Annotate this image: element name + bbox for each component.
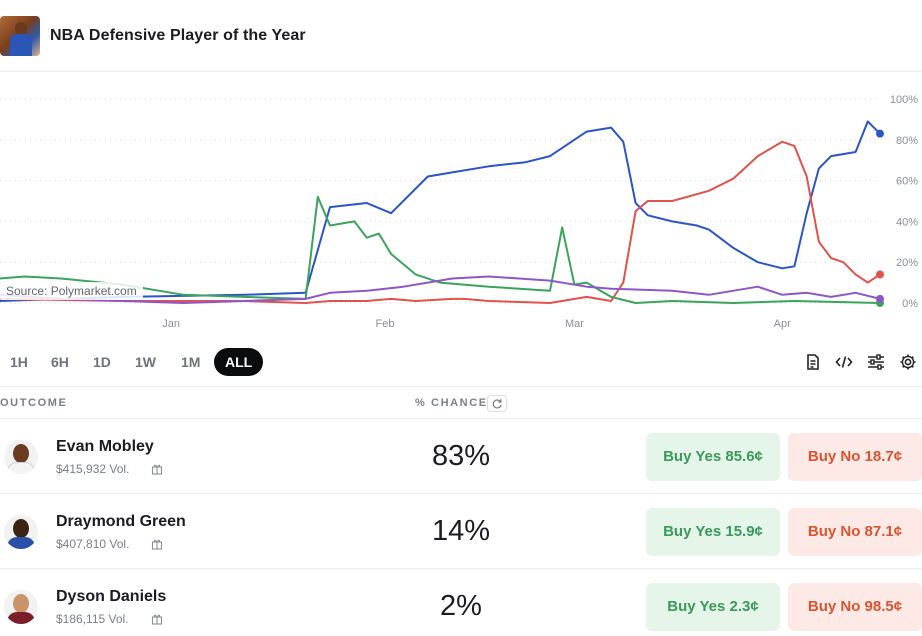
market-title: NBA Defensive Player of the Year [50, 27, 306, 44]
buy-yes-button[interactable]: Buy Yes 15.9¢ [646, 508, 780, 556]
avatar [4, 515, 38, 549]
avatar-face [13, 594, 29, 613]
outcome-name[interactable]: Draymond Green [56, 513, 186, 530]
range-1w-button[interactable]: 1W [135, 354, 156, 370]
avatar-shirt [7, 612, 35, 624]
series-line-dyson_daniels[interactable] [0, 195, 881, 304]
buy-no-button[interactable]: Buy No 87.1¢ [788, 508, 922, 556]
buy-yes-button[interactable]: Buy Yes 85.6¢ [646, 433, 780, 481]
x-tick-label: Jan [162, 318, 180, 330]
series-endpoint-other [876, 294, 884, 303]
thumbnail-head [15, 22, 27, 35]
avatar-face [13, 444, 29, 463]
avatar-shirt [7, 537, 35, 549]
range-1m-button[interactable]: 1M [181, 354, 201, 370]
y-tick-label: 40% [896, 216, 918, 228]
filter-sliders-icon[interactable] [867, 353, 885, 371]
time-range-bar: 1H 6H 1D 1W 1M ALL [0, 346, 922, 380]
outcome-volume: $186,115 Vol. [56, 612, 129, 626]
series-endpoint-evan_mobley [876, 129, 884, 138]
series-line-draymond_green[interactable] [0, 140, 881, 304]
y-tick-label: 20% [896, 257, 918, 269]
column-chance: % CHANCE [415, 397, 488, 409]
y-tick-label: 0% [902, 298, 918, 310]
y-tick-label: 80% [896, 135, 918, 147]
outcome-chance: 2% [440, 590, 482, 622]
outcome-chance: 14% [431, 515, 491, 547]
gift-icon[interactable] [151, 538, 163, 550]
series-line-other[interactable] [0, 275, 881, 304]
thumbnail-jersey [10, 34, 32, 56]
market-header: NBA Defensive Player of the Year [0, 0, 922, 72]
document-icon[interactable] [804, 353, 822, 371]
series-endpoint-draymond_green [876, 270, 884, 279]
chart-svg[interactable]: 100% 80% 60% 40% 20% 0% Jan Feb Mar Apr [0, 72, 922, 334]
refresh-icon[interactable] [487, 395, 507, 412]
avatar-face [13, 519, 29, 538]
outcome-name[interactable]: Dyson Daniels [56, 588, 167, 605]
avatar-shirt [7, 462, 35, 474]
buy-yes-button[interactable]: Buy Yes 2.3¢ [646, 583, 780, 631]
outcome-volume: $415,932 Vol. [56, 462, 130, 476]
range-1h-button[interactable]: 1H [10, 354, 28, 370]
gear-icon[interactable] [899, 353, 917, 371]
chart-source: Source: Polymarket.com [0, 282, 143, 300]
outcome-row-evan-mobley[interactable]: Evan Mobley $415,932 Vol. 83% Buy Yes 85… [0, 420, 922, 494]
buy-no-button[interactable]: Buy No 98.5¢ [788, 583, 922, 631]
x-tick-label: Mar [565, 318, 584, 330]
market-thumbnail[interactable] [0, 16, 40, 56]
outcome-chance: 83% [431, 440, 491, 472]
range-1d-button[interactable]: 1D [93, 354, 111, 370]
outcomes-table-header: OUTCOME % CHANCE [0, 386, 922, 419]
x-tick-label: Feb [376, 318, 395, 330]
buy-no-button[interactable]: Buy No 18.7¢ [788, 433, 922, 481]
outcome-row-dyson-daniels[interactable]: Dyson Daniels $186,115 Vol. 2% Buy Yes 2… [0, 570, 922, 636]
embed-code-icon[interactable] [835, 353, 853, 371]
column-outcome: OUTCOME [0, 397, 68, 409]
series-line-evan_mobley[interactable] [0, 120, 881, 302]
gift-icon[interactable] [151, 613, 163, 625]
range-all-button[interactable]: ALL [214, 348, 264, 376]
outcome-volume: $407,810 Vol. [56, 537, 130, 551]
outcome-row-draymond-green[interactable]: Draymond Green $407,810 Vol. 14% Buy Yes… [0, 495, 922, 569]
range-6h-button[interactable]: 6H [51, 354, 69, 370]
x-tick-label: Apr [774, 318, 791, 330]
avatar [4, 590, 38, 624]
price-chart[interactable]: 100% 80% 60% 40% 20% 0% Jan Feb Mar Apr Source: P… [0, 72, 922, 344]
outcome-name[interactable]: Evan Mobley [56, 438, 154, 455]
gift-icon[interactable] [151, 463, 163, 475]
y-tick-label: 60% [896, 176, 918, 188]
y-tick-label: 100% [890, 94, 918, 106]
avatar [4, 440, 38, 474]
